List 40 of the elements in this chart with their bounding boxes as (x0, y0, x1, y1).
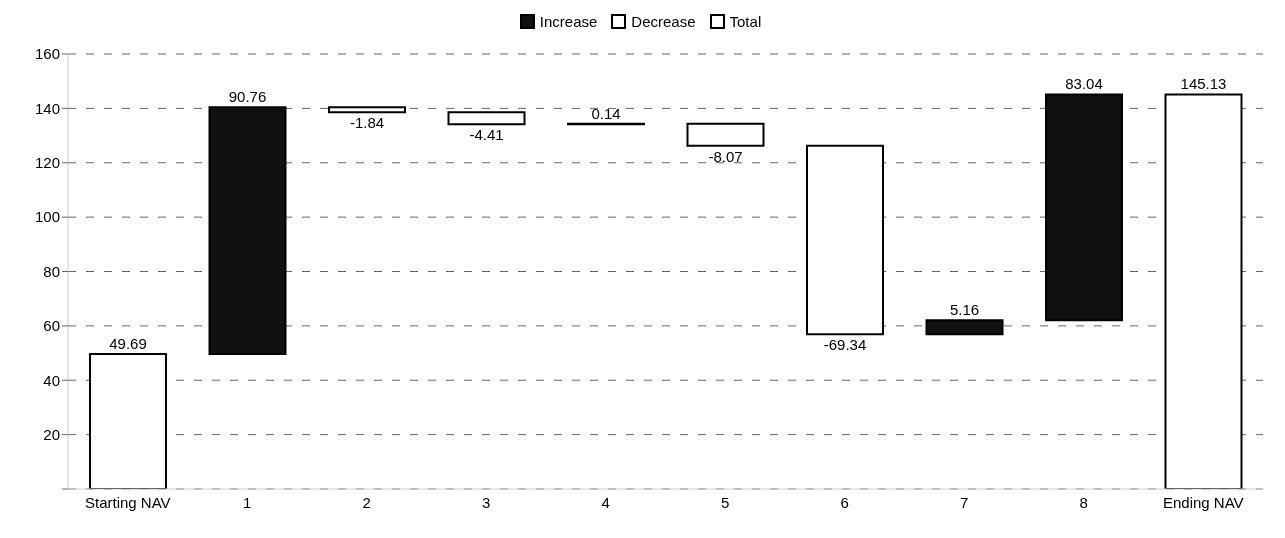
x-tick-label: 7 (960, 493, 969, 511)
x-tick-label: Starting NAV (84, 493, 171, 511)
data-label: 49.69 (109, 334, 147, 352)
bar (806, 144, 884, 336)
bar (328, 106, 406, 114)
data-label: 5.16 (949, 301, 980, 319)
y-tick-label: 120 (34, 154, 60, 172)
data-label: 90.76 (228, 88, 267, 106)
y-tick-label: 20 (43, 425, 60, 443)
y-tick-label: 140 (34, 99, 60, 117)
data-label: 0.14 (591, 104, 621, 122)
y-tick-label: 100 (34, 208, 60, 226)
bar (686, 122, 765, 147)
data-label: -4.41 (469, 126, 504, 144)
x-tick-label: 5 (721, 493, 730, 511)
y-tick-label: 160 (34, 45, 60, 63)
x-tick-label: 8 (1079, 493, 1088, 511)
legend-label: Increase (538, 12, 598, 30)
data-label: 83.04 (1065, 75, 1103, 93)
x-tick-label: 3 (482, 493, 491, 511)
bar (1045, 93, 1123, 322)
x-tick-label: 6 (840, 493, 849, 511)
bar (925, 319, 1004, 336)
x-tick-label: 2 (362, 493, 371, 511)
data-label: 145.13 (1180, 75, 1227, 93)
legend-label: Decrease (630, 12, 696, 30)
data-label: -69.34 (823, 336, 867, 354)
bar (208, 106, 287, 355)
bar (447, 111, 526, 126)
x-tick-label: 1 (243, 493, 252, 511)
y-tick-label: 60 (43, 317, 60, 335)
x-tick-label: 4 (601, 493, 610, 511)
x-tick-label: Ending NAV (1162, 493, 1244, 511)
bar (89, 352, 167, 489)
data-label: -8.07 (708, 147, 743, 165)
data-label: -1.84 (349, 114, 385, 132)
y-tick-label: 80 (43, 262, 60, 280)
bar (1164, 93, 1243, 489)
y-tick-label: 40 (43, 371, 60, 389)
legend-label: Total (728, 12, 762, 30)
